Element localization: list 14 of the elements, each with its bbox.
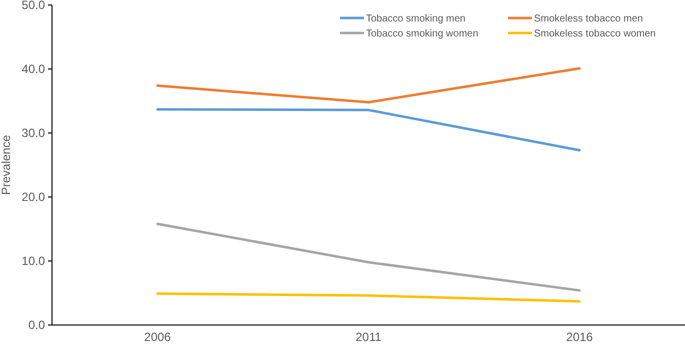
y-tick-label: 50.0	[22, 0, 46, 12]
y-tick-label: 0.0	[28, 318, 46, 332]
legend-label: Tobacco smoking women	[366, 28, 478, 40]
legend-label: Smokeless tobacco women	[534, 28, 656, 40]
x-tick-label: 2016	[566, 330, 594, 344]
y-tick-label: 10.0	[22, 254, 46, 268]
legend-label: Tobacco smoking men	[366, 14, 466, 24]
y-tick-label: 30.0	[22, 126, 46, 140]
x-tick-label: 2011	[356, 330, 382, 344]
x-tick-label: 2006	[144, 330, 172, 344]
y-tick-label: 20.0	[22, 190, 46, 204]
legend-label: Smokeless tobacco men	[534, 14, 643, 24]
y-axis-title: Prevalence	[0, 134, 13, 196]
y-tick-label: 40.0	[22, 62, 46, 76]
